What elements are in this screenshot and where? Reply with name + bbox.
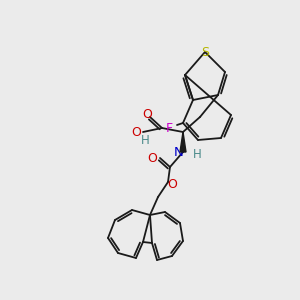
Text: O: O [167,178,177,191]
Text: O: O [131,125,141,139]
Text: N: N [174,146,184,158]
Text: S: S [201,46,209,59]
Polygon shape [180,132,186,152]
Text: H: H [193,148,201,161]
Text: O: O [142,107,152,121]
Text: H: H [141,134,149,146]
Text: F: F [165,122,172,134]
Text: O: O [147,152,157,164]
